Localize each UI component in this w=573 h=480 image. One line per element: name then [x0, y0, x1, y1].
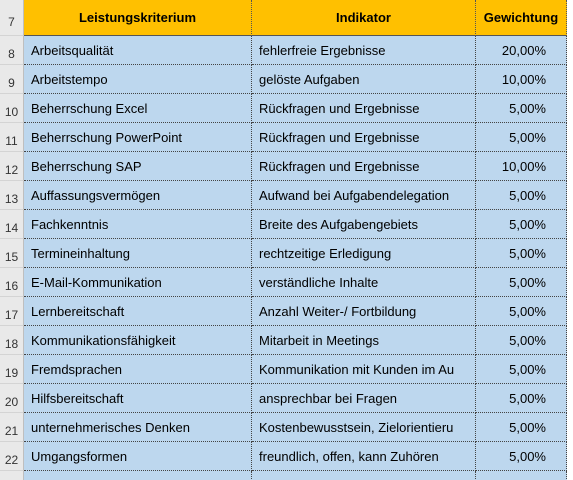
- data-cell: unternehmerisches Denken: [24, 413, 252, 442]
- data-cell: Termineinhaltung: [24, 239, 252, 268]
- data-cell: 5,00%: [476, 181, 567, 210]
- data-cell: Auffassungsvermögen: [24, 181, 252, 210]
- row-number: 15: [0, 239, 24, 268]
- empty-cell: [252, 471, 476, 480]
- header-cell: Gewichtung: [476, 0, 567, 36]
- row-number: 22: [0, 442, 24, 471]
- data-cell: Arbeitsqualität: [24, 36, 252, 65]
- data-cell: 5,00%: [476, 123, 567, 152]
- data-cell: Rückfragen und Ergebnisse: [252, 94, 476, 123]
- data-cell: 5,00%: [476, 239, 567, 268]
- data-cell: rechtzeitige Erledigung: [252, 239, 476, 268]
- empty-cell: [567, 0, 573, 480]
- data-cell: 5,00%: [476, 94, 567, 123]
- data-cell: 5,00%: [476, 384, 567, 413]
- data-cell: 5,00%: [476, 268, 567, 297]
- data-cell: Umgangsformen: [24, 442, 252, 471]
- data-cell: Arbeitstempo: [24, 65, 252, 94]
- data-cell: Rückfragen und Ergebnisse: [252, 152, 476, 181]
- data-cell: Beherrschung SAP: [24, 152, 252, 181]
- data-cell: 5,00%: [476, 355, 567, 384]
- data-cell: Kommunikationsfähigkeit: [24, 326, 252, 355]
- data-cell: Hilfsbereitschaft: [24, 384, 252, 413]
- row-number: 19: [0, 355, 24, 384]
- data-cell: verständliche Inhalte: [252, 268, 476, 297]
- empty-cell: [476, 471, 567, 480]
- data-cell: Kommunikation mit Kunden im Au: [252, 355, 476, 384]
- data-cell: E-Mail-Kommunikation: [24, 268, 252, 297]
- empty-cell: [24, 471, 252, 480]
- row-number: [0, 471, 24, 480]
- data-cell: Anzahl Weiter-/ Fortbildung: [252, 297, 476, 326]
- row-number: 17: [0, 297, 24, 326]
- data-cell: Mitarbeit in Meetings: [252, 326, 476, 355]
- row-number: 8: [0, 36, 24, 65]
- header-cell: Indikator: [252, 0, 476, 36]
- row-number: 10: [0, 94, 24, 123]
- data-cell: Lernbereitschaft: [24, 297, 252, 326]
- row-number: 13: [0, 181, 24, 210]
- data-cell: Rückfragen und Ergebnisse: [252, 123, 476, 152]
- data-cell: 5,00%: [476, 326, 567, 355]
- row-number: 9: [0, 65, 24, 94]
- row-number: 18: [0, 326, 24, 355]
- row-number: 11: [0, 123, 24, 152]
- data-cell: 5,00%: [476, 442, 567, 471]
- row-number: 21: [0, 413, 24, 442]
- header-cell: Leistungskriterium: [24, 0, 252, 36]
- data-cell: 5,00%: [476, 413, 567, 442]
- data-cell: 10,00%: [476, 65, 567, 94]
- row-number: 14: [0, 210, 24, 239]
- data-cell: Kostenbewusstsein, Zielorientieru: [252, 413, 476, 442]
- data-cell: freundlich, offen, kann Zuhören: [252, 442, 476, 471]
- data-cell: 20,00%: [476, 36, 567, 65]
- row-number: 7: [0, 0, 24, 36]
- data-cell: Beherrschung PowerPoint: [24, 123, 252, 152]
- data-cell: 5,00%: [476, 297, 567, 326]
- data-cell: Beherrschung Excel: [24, 94, 252, 123]
- row-number: 12: [0, 152, 24, 181]
- row-number: 20: [0, 384, 24, 413]
- data-cell: Breite des Aufgabengebiets: [252, 210, 476, 239]
- data-cell: 10,00%: [476, 152, 567, 181]
- data-cell: ansprechbar bei Fragen: [252, 384, 476, 413]
- data-cell: Fachkenntnis: [24, 210, 252, 239]
- row-number: 16: [0, 268, 24, 297]
- data-cell: Fremdsprachen: [24, 355, 252, 384]
- data-cell: 5,00%: [476, 210, 567, 239]
- data-cell: Aufwand bei Aufgabendelegation: [252, 181, 476, 210]
- data-cell: gelöste Aufgaben: [252, 65, 476, 94]
- data-cell: fehlerfreie Ergebnisse: [252, 36, 476, 65]
